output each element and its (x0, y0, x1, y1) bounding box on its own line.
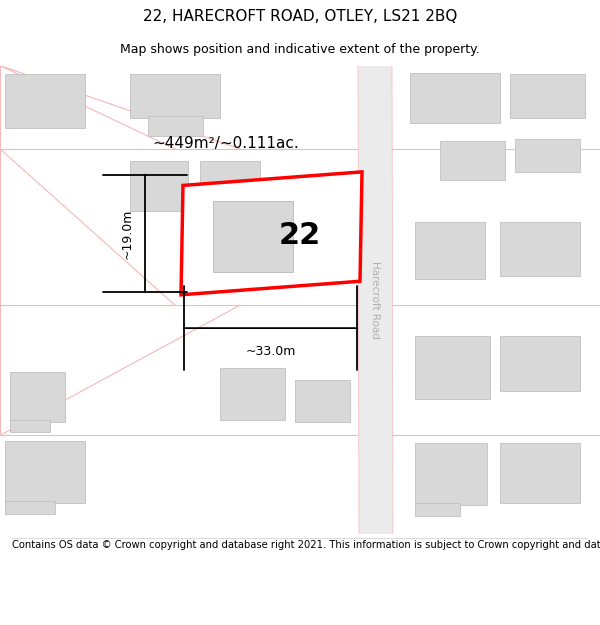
Bar (500, 222, 580, 276)
Text: 22, HARECROFT ROAD, OTLEY, LS21 2BQ: 22, HARECROFT ROAD, OTLEY, LS21 2BQ (143, 9, 457, 24)
Bar (415, 222, 485, 279)
Text: ~33.0m: ~33.0m (245, 344, 296, 357)
Bar (500, 336, 580, 391)
Bar (213, 201, 293, 272)
Bar (410, 73, 500, 123)
Text: Map shows position and indicative extent of the property.: Map shows position and indicative extent… (120, 42, 480, 56)
Bar (415, 503, 460, 516)
Bar (5, 501, 55, 514)
Bar (5, 74, 85, 128)
Bar (415, 442, 487, 505)
Bar (200, 161, 260, 211)
Bar (220, 368, 285, 420)
Bar (210, 203, 290, 276)
Bar (258, 191, 303, 227)
Text: Harecroft Road: Harecroft Road (370, 261, 380, 339)
Bar (10, 420, 50, 432)
Bar (500, 442, 580, 503)
Text: ~449m²/~0.111ac.: ~449m²/~0.111ac. (152, 136, 299, 151)
Polygon shape (181, 172, 362, 295)
Bar (510, 74, 585, 118)
Bar (440, 141, 505, 180)
Text: ~19.0m: ~19.0m (121, 208, 133, 259)
Polygon shape (358, 66, 393, 534)
Bar (515, 139, 580, 172)
Bar (130, 74, 220, 118)
Text: Contains OS data © Crown copyright and database right 2021. This information is : Contains OS data © Crown copyright and d… (12, 540, 600, 550)
Bar (415, 336, 490, 399)
Bar (295, 380, 350, 422)
Text: 22: 22 (279, 221, 321, 250)
Bar (130, 161, 188, 211)
Bar (5, 441, 85, 503)
Bar (10, 372, 65, 422)
Bar (148, 116, 203, 136)
